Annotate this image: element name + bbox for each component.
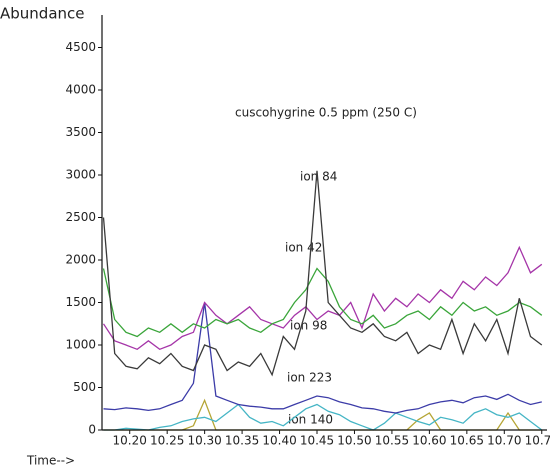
- x-tick-label: 10.70: [487, 434, 521, 448]
- x-tick-label: 10.45: [300, 434, 334, 448]
- x-tick-label: 10.30: [187, 434, 221, 448]
- x-tick-label: 10.40: [262, 434, 296, 448]
- series-line: [103, 403, 543, 431]
- x-tick-label: 10.65: [450, 434, 484, 448]
- x-axis-label: Time-->: [26, 454, 75, 468]
- y-tick-label: 1000: [65, 338, 96, 352]
- y-tick-label: 2500: [65, 210, 96, 224]
- y-axis-label: Abundance: [0, 5, 85, 23]
- x-tick-label: 10.60: [412, 434, 446, 448]
- x-tick-label: 10.25: [150, 434, 184, 448]
- series-label: ion 140: [288, 413, 333, 427]
- x-tick-label: 10.35: [225, 434, 259, 448]
- x-tick-label: 10.75: [525, 434, 550, 448]
- series-line: [102, 170, 543, 377]
- chart-title: cuscohygrine 0.5 ppm (250 C): [235, 106, 417, 120]
- series-line: [102, 245, 543, 351]
- series-label: ion 84: [300, 170, 337, 184]
- y-tick-label: 4500: [65, 40, 96, 54]
- x-tick-label: 10.50: [337, 434, 371, 448]
- y-tick-label: 2000: [65, 253, 96, 267]
- series-label: ion 98: [290, 319, 327, 333]
- y-tick-label: 1500: [65, 295, 96, 309]
- series-label: ion 42: [285, 241, 322, 255]
- y-tick-label: 3000: [65, 168, 96, 182]
- y-tick-label: 4000: [65, 83, 96, 97]
- y-tick-label: 500: [73, 380, 96, 394]
- series-line: [102, 267, 543, 338]
- y-tick-label: 3500: [65, 125, 96, 139]
- y-tick-label: 0: [88, 423, 96, 437]
- series-label: ion 223: [287, 371, 332, 385]
- x-tick-label: 10.55: [375, 434, 409, 448]
- series-line: [103, 302, 542, 414]
- x-tick-label: 10.20: [113, 434, 147, 448]
